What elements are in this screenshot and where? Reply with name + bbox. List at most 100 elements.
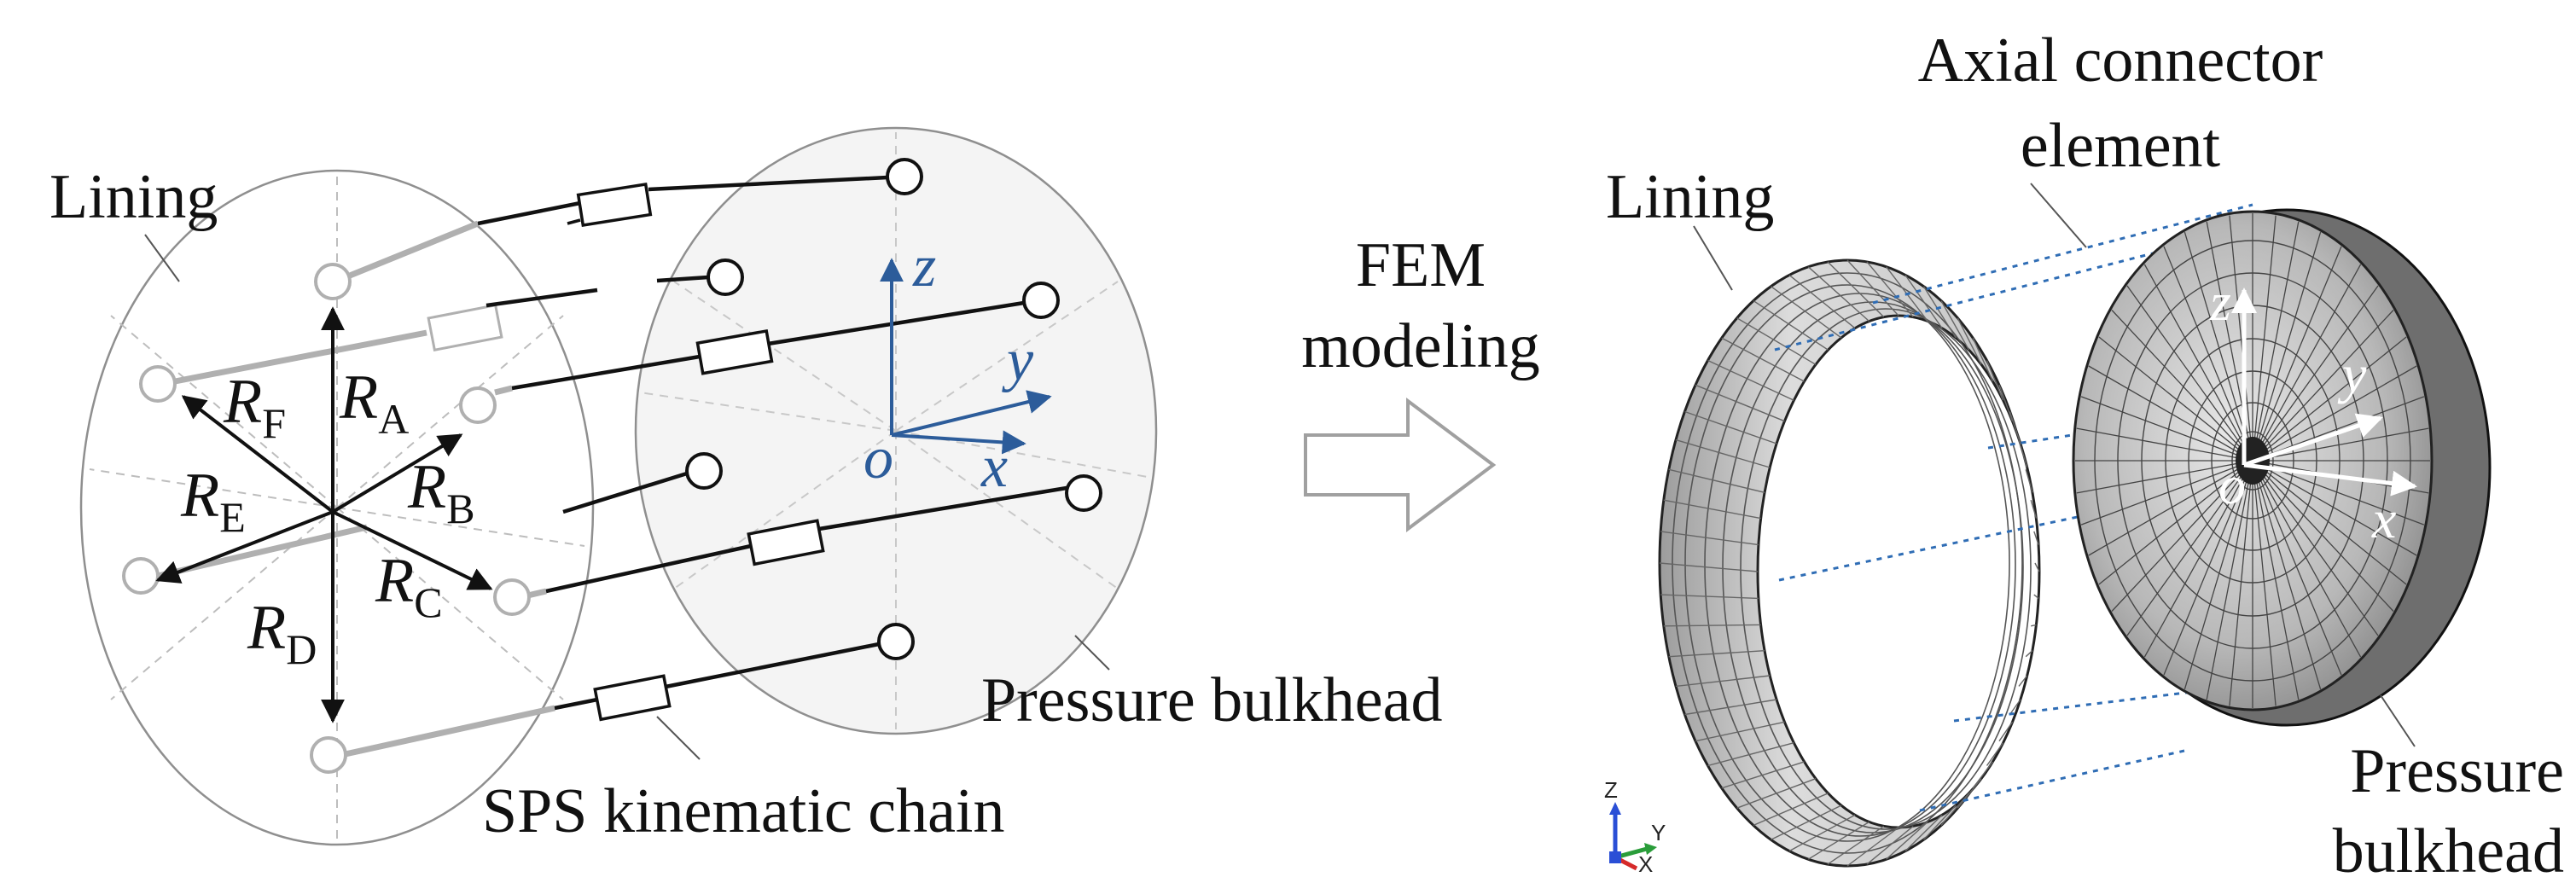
ring-mesh-line xyxy=(1940,793,1970,826)
ring-mesh-line xyxy=(1668,468,1765,493)
lining-joints xyxy=(122,263,531,774)
force-label-c: RC xyxy=(375,546,443,626)
ring-mesh-line xyxy=(1788,814,1856,852)
force-label-e: RE xyxy=(180,461,246,541)
left-diagram: RA RB RC RD RE RF z y x o Lining Pressur… xyxy=(49,126,1442,846)
disk-mesh-spoke xyxy=(2252,460,2379,636)
ring-mesh-line xyxy=(1675,675,1771,688)
left-leaders xyxy=(144,234,1110,760)
disk-mesh-spoke xyxy=(2252,460,2342,676)
disk-mesh-spoke xyxy=(2252,460,2407,585)
ring-mesh-line xyxy=(1736,778,1817,809)
ring-mesh-line xyxy=(1663,624,1761,627)
disk-mesh-spoke xyxy=(2076,427,2253,462)
disk-mesh-spoke xyxy=(2126,460,2253,636)
ring-mesh-line xyxy=(1695,721,1785,742)
chain-connectors xyxy=(567,182,825,722)
disk-mesh-spoke xyxy=(2163,246,2253,462)
disk-axis-y: y xyxy=(2337,344,2367,404)
disk-mesh-spoke xyxy=(2206,460,2253,700)
disk-mesh-spoke xyxy=(2252,231,2322,462)
disk-mesh-spoke xyxy=(2252,460,2362,658)
lining-ring-mesh-radial xyxy=(1659,259,2040,867)
disk-mesh-spoke xyxy=(2252,221,2300,462)
right-model: z y x o Axial connector element Lining P… xyxy=(1604,26,2564,877)
disk-mesh-spoke xyxy=(2143,460,2253,658)
ring-mesh-line xyxy=(1846,827,1899,867)
ring-mesh-line xyxy=(1771,286,1842,339)
ring-mesh-line xyxy=(2033,531,2039,545)
bulkhead-sector-lines xyxy=(639,132,1153,729)
right-leaders xyxy=(1693,183,2416,747)
axial-connector-lines xyxy=(1774,203,2271,812)
force-label-a: RA xyxy=(339,363,409,443)
force-arrows xyxy=(155,306,493,723)
ring-mesh-line xyxy=(1922,804,1957,840)
disk-mesh-spoke xyxy=(2252,310,2394,462)
ring-mesh-line xyxy=(1788,274,1856,329)
ring-mesh-line xyxy=(1998,385,2014,421)
ring-mesh-line xyxy=(2018,439,2028,468)
disk-axis-origin: o xyxy=(2218,455,2246,515)
lining-label-right: Lining xyxy=(1606,162,1774,232)
ring-mesh-line xyxy=(1684,410,1777,444)
ring-mesh-line xyxy=(1904,275,1943,329)
lining-label-left: Lining xyxy=(49,162,218,232)
triad-x-label: X xyxy=(1638,851,1653,877)
disk-axis-z: z xyxy=(2209,271,2231,332)
ring-mesh-line xyxy=(1707,359,1794,401)
disk-mesh-spoke xyxy=(2111,460,2253,612)
disk-mesh-spoke xyxy=(2080,396,2253,462)
ring-mesh-line xyxy=(1695,384,1785,422)
ring-mesh-line xyxy=(1771,804,1842,840)
disk-mesh-spoke xyxy=(2098,336,2253,462)
disk-mesh-spoke xyxy=(2229,460,2253,706)
disk-mesh-spoke xyxy=(2252,365,2417,462)
ring-mesh-line xyxy=(1807,821,1870,860)
ring-mesh-line xyxy=(1659,562,1759,572)
fem-label-line1: FEM xyxy=(1356,230,1486,300)
ring-mesh-line xyxy=(2025,650,2033,658)
ring-mesh-line xyxy=(1972,337,1994,382)
triad-z-label: Z xyxy=(1604,777,1618,803)
middle-transition: FEM modeling xyxy=(1301,230,1540,532)
axial-connector-line1: Axial connector xyxy=(1918,26,2323,96)
disk-mesh-spoke xyxy=(2252,460,2417,556)
coordinate-triad-icon: Z Y X xyxy=(1604,777,1666,877)
ring-mesh-line xyxy=(1986,742,2004,766)
fem-label-line2: modeling xyxy=(1301,311,1540,381)
lining-sector-lines xyxy=(89,175,585,840)
ring-mesh-line xyxy=(2030,500,2038,519)
ring-mesh-line xyxy=(1986,360,2004,401)
disk-mesh-spoke xyxy=(2126,285,2253,462)
ring-mesh-line xyxy=(1675,438,1771,468)
axis-origin-label: o xyxy=(864,426,893,491)
disk-mesh-spoke xyxy=(2252,285,2379,462)
hollow-arrow-icon xyxy=(1304,398,1497,532)
ring-mesh-line xyxy=(1663,499,1761,520)
force-label-b: RB xyxy=(407,452,475,532)
disk-mesh-spoke xyxy=(2143,264,2253,462)
ring-mesh-line xyxy=(2031,624,2037,627)
ring-mesh-line xyxy=(1922,286,1957,339)
pressure-bulkhead-label-left: Pressure bulkhead xyxy=(981,665,1442,735)
disk-mesh-spoke xyxy=(2076,460,2253,494)
pressure-label-right-line2: bulkhead xyxy=(2333,816,2564,877)
chain-gray-boxes xyxy=(427,303,503,352)
disk-mesh-spoke xyxy=(2111,310,2253,462)
ring-mesh-line xyxy=(2018,675,2028,687)
disk-axis-x: x xyxy=(2371,489,2396,549)
ring-mesh-line xyxy=(1807,266,1870,322)
disk-mesh-spoke xyxy=(2252,336,2407,462)
disk-mesh-spoke xyxy=(2088,365,2253,462)
bulkhead-disk-spokes xyxy=(2075,213,2430,708)
disk-mesh-spoke xyxy=(2252,215,2277,462)
ring-mesh-line xyxy=(1827,261,1885,318)
disk-mesh-spoke xyxy=(2080,460,2253,526)
ring-mesh-line xyxy=(1972,761,1993,789)
disk-mesh-spoke xyxy=(2252,460,2322,690)
ring-mesh-line xyxy=(1957,317,1982,365)
disk-mesh-spoke xyxy=(2088,460,2253,556)
bulkhead-joints xyxy=(685,158,1102,660)
